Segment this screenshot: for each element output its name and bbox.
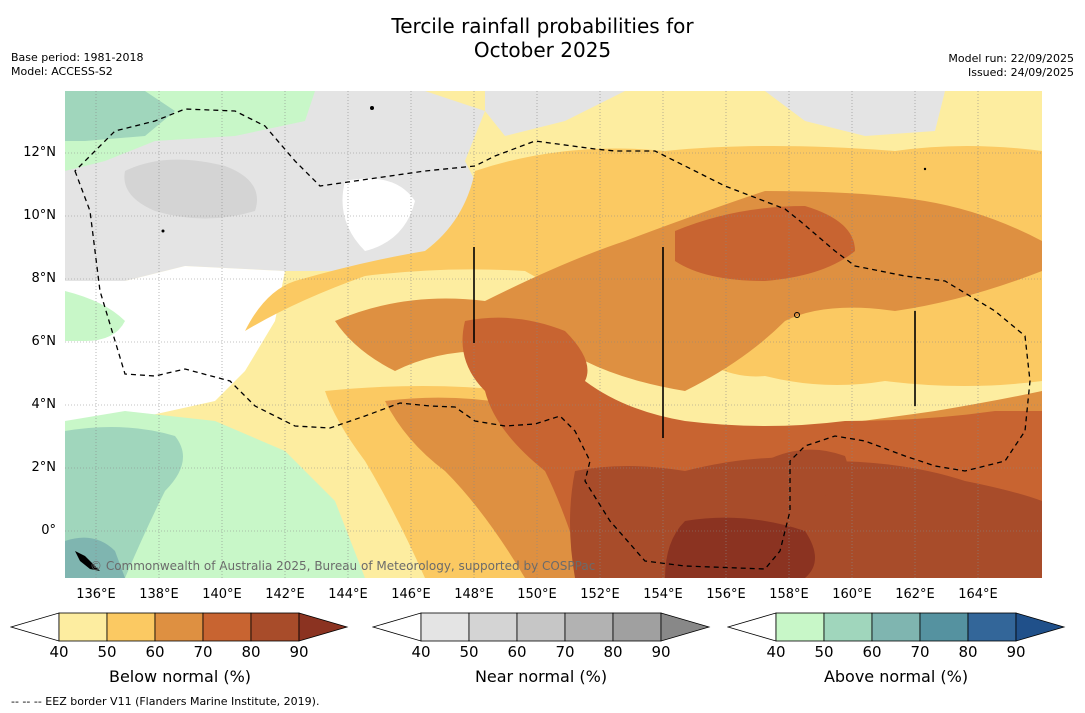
islands (75, 106, 927, 571)
cbar-tick: 40 (49, 643, 69, 661)
cbar-tick: 60 (862, 643, 882, 661)
base-period-info: Base period: 1981-2018 Model: ACCESS-S2 (11, 51, 143, 79)
white-region-west (65, 266, 285, 431)
cbar-tick: 50 (814, 643, 834, 661)
lon-label: 156°E (706, 587, 746, 602)
colorbar-swatch (468, 612, 518, 642)
below-normal-70-north (675, 206, 855, 281)
colorbar-swatches (727, 612, 1066, 642)
lon-label: 154°E (643, 587, 683, 602)
lon-label: 138°E (139, 587, 179, 602)
colorbar-above-normal (727, 612, 1066, 642)
colorbar-swatch (106, 612, 156, 642)
lon-label: 136°E (76, 587, 116, 602)
cbar-tick: 80 (603, 643, 623, 661)
rainfall-map (65, 91, 1042, 578)
map-title: Tercile rainfall probabilities for Octob… (0, 14, 1085, 62)
below-normal-label: Below normal (%) (108, 667, 252, 686)
lon-label: 142°E (265, 587, 305, 602)
cbar-tick: 40 (411, 643, 431, 661)
colorbar-swatch (919, 612, 969, 642)
colorbar-extend-low (727, 612, 777, 642)
lon-label: 162°E (895, 587, 935, 602)
model-run-info: Model run: 22/09/2025 Issued: 24/09/2025 (948, 52, 1074, 80)
base-period-text: Base period: 1981-2018 (11, 51, 144, 64)
cbar-tick: 60 (507, 643, 527, 661)
colorbar-swatch (154, 612, 204, 642)
near-normal-region-northeast (765, 91, 945, 136)
cbar-tick: 70 (910, 643, 930, 661)
lon-label: 158°E (769, 587, 809, 602)
above-normal-region-west (65, 291, 125, 341)
above-normal-strong-southwest (65, 537, 125, 578)
colorbar-swatch (58, 612, 108, 642)
colorbar-swatch (823, 612, 873, 642)
colorbar-near-normal (372, 612, 711, 642)
cbar-tick: 90 (289, 643, 309, 661)
lon-label: 150°E (517, 587, 557, 602)
model-text: Model: ACCESS-S2 (11, 65, 113, 78)
lon-label: 148°E (454, 587, 494, 602)
lon-label: 164°E (958, 587, 998, 602)
lat-label: 10°N (23, 208, 56, 223)
colorbar-swatch (516, 612, 566, 642)
lat-label: 2°N (31, 460, 57, 475)
lat-label: 12°N (23, 145, 56, 160)
colorbar-swatches (372, 612, 711, 642)
lat-label: 8°N (31, 271, 57, 286)
issued-text: Issued: 24/09/2025 (967, 66, 1074, 79)
cbar-tick: 60 (145, 643, 165, 661)
title-line-1: Tercile rainfall probabilities for (391, 14, 694, 38)
lon-label: 160°E (832, 587, 872, 602)
lat-label: 4°N (31, 397, 57, 412)
below-normal-90-core (665, 517, 815, 578)
lat-label: 6°N (31, 334, 57, 349)
colorbar-swatch (202, 612, 252, 642)
longitude-markers (473, 247, 916, 438)
above-normal-label: Above normal (%) (823, 667, 969, 686)
lon-label: 152°E (580, 587, 620, 602)
colorbar-extend-low (372, 612, 422, 642)
colorbar-extend-low (10, 612, 60, 642)
cbar-tick: 50 (97, 643, 117, 661)
copyright-notice: © Commonwealth of Australia 2025, Bureau… (90, 559, 596, 573)
lon-label: 144°E (328, 587, 368, 602)
near-normal-region-north (485, 91, 625, 136)
cbar-tick: 90 (651, 643, 671, 661)
title-line-2: October 2025 (473, 38, 612, 62)
lat-label: 0° (41, 523, 56, 538)
colorbar-swatch (871, 612, 921, 642)
above-normal-core-northwest (65, 91, 175, 141)
colorbar-below-normal (10, 612, 349, 642)
colorbar-extend-high (298, 612, 349, 642)
below-normal-80-core (765, 449, 848, 496)
cbar-tick: 80 (958, 643, 978, 661)
near-normal-core-northwest (124, 159, 257, 219)
lon-label: 140°E (202, 587, 242, 602)
colorbar-extend-high (1015, 612, 1066, 642)
colorbar-swatch (612, 612, 662, 642)
grid-lines (65, 91, 1042, 578)
colorbar-swatch (420, 612, 470, 642)
cbar-tick: 70 (555, 643, 575, 661)
near-normal-label: Near normal (%) (474, 667, 608, 686)
colorbar-swatch (250, 612, 300, 642)
white-region-north-centre (342, 178, 415, 251)
colorbar-extend-high (660, 612, 711, 642)
lon-label: 146°E (391, 587, 431, 602)
colorbar-swatches (10, 612, 349, 642)
cbar-tick: 40 (766, 643, 786, 661)
colorbar-swatch (775, 612, 825, 642)
colorbar-swatch (564, 612, 614, 642)
eez-footnote: -- -- -- EEZ border V11 (Flanders Marine… (11, 695, 320, 708)
model-run-text: Model run: 22/09/2025 (948, 52, 1074, 65)
eez-border (74, 108, 1031, 570)
colorbar-swatch (967, 612, 1017, 642)
cbar-tick: 50 (459, 643, 479, 661)
cbar-tick: 90 (1006, 643, 1026, 661)
cbar-tick: 80 (241, 643, 261, 661)
cbar-tick: 70 (193, 643, 213, 661)
